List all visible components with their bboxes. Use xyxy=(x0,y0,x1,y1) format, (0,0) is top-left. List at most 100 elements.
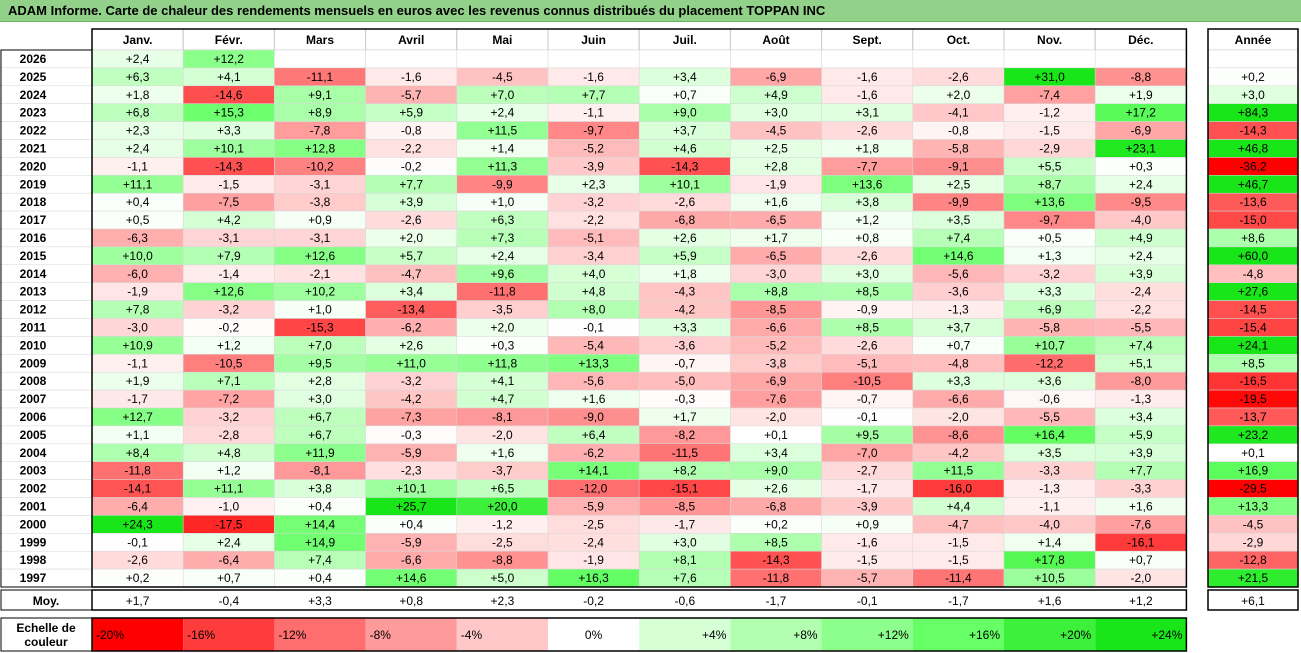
heatmap-cell-value: -11,1 xyxy=(307,70,334,84)
annual-cell-value: -16,5 xyxy=(1239,374,1267,388)
heatmap-cell-value: +2,4 xyxy=(126,52,150,66)
heatmap-cell-value: -6,8 xyxy=(766,500,787,514)
heatmap-cell-value: +7,9 xyxy=(217,249,241,263)
annual-cell-value: +27,6 xyxy=(1238,285,1269,299)
heatmap-cell-value: +24,3 xyxy=(122,517,153,531)
color-scale-swatch xyxy=(1004,618,1096,651)
heatmap-cell-value: +11,8 xyxy=(488,356,518,370)
heatmap-cell-value: +11,9 xyxy=(305,446,335,460)
heatmap-cell-value: -0,8 xyxy=(401,124,422,138)
heatmap-cell xyxy=(638,49,731,69)
heatmap-cell-value: +3,3 xyxy=(1038,285,1062,299)
heatmap-cell-value: -0,8 xyxy=(948,124,969,138)
color-scale-swatch xyxy=(365,618,457,651)
years-block-border xyxy=(0,49,93,588)
color-scale-swatch xyxy=(821,618,913,651)
heatmap-cell-value: +6,5 xyxy=(491,482,515,496)
heatmap-cell-value: +0,4 xyxy=(399,517,423,531)
color-scale-label: -20% xyxy=(96,628,124,642)
heatmap-cell-value: +0,8 xyxy=(855,231,879,245)
heatmap-cell-value: +2,4 xyxy=(217,535,241,549)
heatmap-cell-value: +0,2 xyxy=(764,517,788,531)
year-label: 2017 xyxy=(20,213,47,227)
year-label: 2014 xyxy=(20,267,47,281)
heatmap-cell-value: +1,2 xyxy=(855,213,879,227)
heatmap-cell-value: +0,4 xyxy=(308,500,332,514)
color-scale-swatch xyxy=(92,618,184,651)
heatmap-cell-value: -4,3 xyxy=(674,285,695,299)
heatmap-cell-value: +13,6 xyxy=(1034,195,1065,209)
heatmap-cell-value: +12,7 xyxy=(122,410,153,424)
year-label: 2025 xyxy=(20,70,47,84)
year-label: 1998 xyxy=(20,553,47,567)
heatmap-cell-value: -5,9 xyxy=(401,535,422,549)
heatmap-cell-value: -8,8 xyxy=(1130,70,1151,84)
heatmap-cell-value: +0,9 xyxy=(308,213,332,227)
heatmap-cell xyxy=(730,49,822,69)
heatmap-cell-value: +2,4 xyxy=(1129,177,1153,191)
heatmap-cell-value: +1,6 xyxy=(491,446,515,460)
heatmap-cell-value: +13,6 xyxy=(852,177,883,191)
heatmap-cell-value: -2,7 xyxy=(857,464,878,478)
heatmap-cell-value: +12,6 xyxy=(305,249,336,263)
heatmap-cell-value: +14,6 xyxy=(396,571,427,585)
average-value: +2,3 xyxy=(491,594,515,608)
report-title: ADAM Informe. Carte de chaleur des rende… xyxy=(0,0,1301,22)
heatmap-cell-value: +8,8 xyxy=(764,285,788,299)
heatmap-cell-value: -5,1 xyxy=(857,356,878,370)
heatmap-cell-value: +7,4 xyxy=(308,553,332,567)
heatmap-cell-value: +3,8 xyxy=(855,195,879,209)
heatmap-cell-value: +2,8 xyxy=(764,159,788,173)
heatmap-cell-value: +6,4 xyxy=(582,428,606,442)
heatmap-cell-value: +9,0 xyxy=(673,106,697,120)
month-header-label: Oct. xyxy=(947,33,970,47)
heatmap-cell-value: +0,4 xyxy=(126,195,150,209)
annual-cell-value: +60,0 xyxy=(1238,249,1269,263)
average-value: +1,2 xyxy=(1129,594,1153,608)
heatmap-cell-value: -8,0 xyxy=(1130,374,1151,388)
heatmap-cell-value: -7,4 xyxy=(1039,88,1060,102)
color-scale-label: +20% xyxy=(1060,628,1091,642)
heatmap-cell-value: -0,6 xyxy=(1039,392,1060,406)
heatmap-cell-value: +1,0 xyxy=(491,195,515,209)
heatmap-cell-value: +1,7 xyxy=(673,410,697,424)
heatmap-cell-value: -6,2 xyxy=(583,446,604,460)
heatmap-cell-value: +31,0 xyxy=(1034,70,1065,84)
heatmap-cell-value: +1,9 xyxy=(126,374,150,388)
heatmap-cell-value: +2,0 xyxy=(947,88,971,102)
heatmap-cell-value: +9,5 xyxy=(855,428,879,442)
heatmap-cell-value: -6,0 xyxy=(127,267,148,281)
heatmap-cell-value: -8,6 xyxy=(948,428,969,442)
heatmap-cell-value: -0,3 xyxy=(401,428,422,442)
heatmap-cell-value: +4,2 xyxy=(217,213,241,227)
color-scale-border xyxy=(91,617,1188,652)
heatmap-cell-value: +17,2 xyxy=(1126,106,1157,120)
heatmap-cell-value: +7,0 xyxy=(308,338,332,352)
heatmap-cell-value: +2,4 xyxy=(126,142,150,156)
year-label: 2008 xyxy=(20,374,47,388)
year-label: 2018 xyxy=(20,195,47,209)
heatmap-cell-value: +3,0 xyxy=(764,106,788,120)
month-header-label: Août xyxy=(762,33,789,47)
heatmap-cell-value: -14,3 xyxy=(215,159,243,173)
heatmap-cell-value: -4,5 xyxy=(492,70,513,84)
heatmap-cell-value: -2,6 xyxy=(857,338,878,352)
heatmap-cell-value: +4,9 xyxy=(764,88,788,102)
heatmap-cell xyxy=(1094,49,1187,69)
heatmap-cell-value: -7,5 xyxy=(218,195,239,209)
heatmap-cell-value: +3,9 xyxy=(1129,446,1153,460)
year-label: 2002 xyxy=(20,482,47,496)
annual-cell-value: -14,5 xyxy=(1239,303,1267,317)
heatmap-cell-value: -11,8 xyxy=(489,285,516,299)
heatmap-cell-value: +11,3 xyxy=(488,159,518,173)
color-scale-label-line1: Echelle de xyxy=(16,621,76,635)
heatmap-cell-value: +0,5 xyxy=(126,213,150,227)
heatmap-cell xyxy=(821,49,914,69)
heatmap-cell-value: +0,3 xyxy=(1129,159,1153,173)
heatmap-cell-value: -1,4 xyxy=(218,267,239,281)
heatmap-cell-value: -9,0 xyxy=(583,410,604,424)
heatmap-cell-value: -2,4 xyxy=(583,535,604,549)
heatmap-cell-value: -5,6 xyxy=(583,374,604,388)
heatmap-cell-value: -5,2 xyxy=(766,338,787,352)
heatmap-cell-value: -2,6 xyxy=(401,213,422,227)
